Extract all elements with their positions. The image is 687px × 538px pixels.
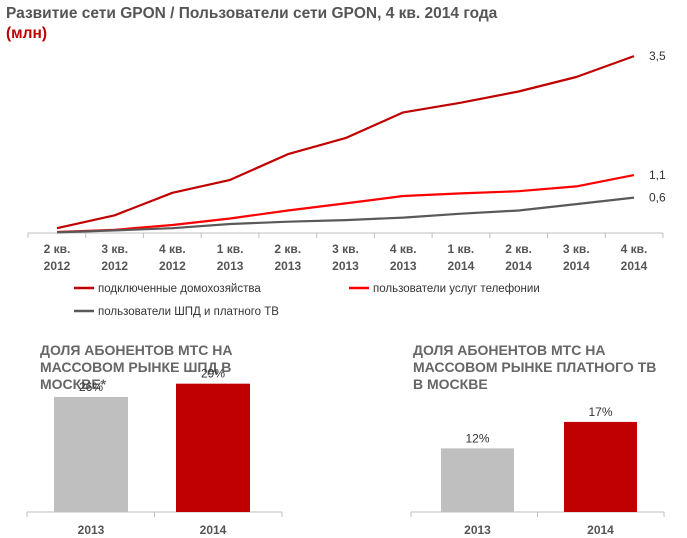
x-tick-label: 4 кв. [159, 242, 186, 256]
chart-title: Развитие сети GPON / Пользователи сети G… [6, 5, 498, 22]
bar-value-label: 26% [79, 380, 103, 394]
series-line-1 [56, 55, 635, 230]
x-tick-label: 2012 [101, 259, 128, 273]
x-tick-label: 2013 [217, 259, 244, 273]
bar-chart-1-title-line: МАССОВОМ РЫНКЕ ШПД В [40, 359, 232, 375]
bar-chart-2-title-line: ДОЛЯ АБОНЕНТОВ МТС НА [413, 342, 606, 358]
chart-unit: (млн) [6, 25, 47, 42]
bar-value-label: 12% [465, 431, 489, 445]
bar-chart-2-title-line: МАССОВОМ РЫНКЕ ПЛАТНОГО ТВ [413, 359, 657, 375]
x-tick-label: 2013 [274, 259, 301, 273]
x-tick-label: 2014 [505, 259, 532, 273]
series-line-3 [56, 196, 635, 234]
bar-category-label: 2013 [464, 523, 491, 537]
bar-2013 [441, 448, 514, 512]
x-tick-label: 2012 [44, 259, 71, 273]
bar-value-label: 17% [588, 405, 612, 419]
x-tick-label: 4 кв. [390, 242, 417, 256]
bar-2013 [54, 396, 128, 512]
bar-2014 [564, 421, 637, 512]
bar-chart-1-title-line: МОСКВЕ* [40, 376, 107, 392]
bar-category-label: 2013 [78, 523, 105, 537]
bar-category-label: 2014 [200, 523, 227, 537]
legend-label: пользователи услуг телефонии [373, 283, 540, 295]
bar-value-label: 29% [201, 367, 225, 381]
x-tick-label: 2012 [159, 259, 186, 273]
x-tick-label: 2 кв. [44, 242, 71, 256]
x-tick-label: 2013 [332, 259, 359, 273]
x-tick-label: 2014 [563, 259, 590, 273]
x-tick-label: 2014 [448, 259, 475, 273]
x-tick-label: 4 кв. [621, 242, 648, 256]
legend-label: подключенные домохозяйства [98, 283, 261, 295]
x-tick-label: 3 кв. [332, 242, 359, 256]
x-tick-label: 3 кв. [563, 242, 590, 256]
x-tick-label: 2 кв. [274, 242, 301, 256]
bar-chart-2-title-line: В МОСКВЕ [413, 376, 488, 392]
bar-chart-1-title-line: ДОЛЯ АБОНЕНТОВ МТС НА [40, 342, 233, 358]
bar-chart-2-title: ДОЛЯ АБОНЕНТОВ МТС НА МАССОВОМ РЫНКЕ ПЛА… [413, 342, 656, 393]
x-tick-label: 1 кв. [448, 242, 475, 256]
x-tick-label: 3 кв. [101, 242, 128, 256]
series-line-2 [56, 174, 635, 234]
series-end-label: 3,5 [649, 49, 666, 63]
legend-label: пользователи ШПД и платного ТВ [98, 306, 279, 318]
series-end-label: 0,6 [649, 191, 666, 205]
bar-2014 [176, 383, 250, 512]
x-tick-label: 2014 [621, 259, 648, 273]
x-tick-label: 2 кв. [505, 242, 532, 256]
bar-chart-1-title: ДОЛЯ АБОНЕНТОВ МТС НА МАССОВОМ РЫНКЕ ШПД… [40, 342, 232, 393]
x-tick-label: 2013 [390, 259, 417, 273]
x-tick-label: 1 кв. [217, 242, 244, 256]
bar-category-label: 2014 [587, 523, 614, 537]
series-end-label: 1,1 [649, 168, 666, 182]
